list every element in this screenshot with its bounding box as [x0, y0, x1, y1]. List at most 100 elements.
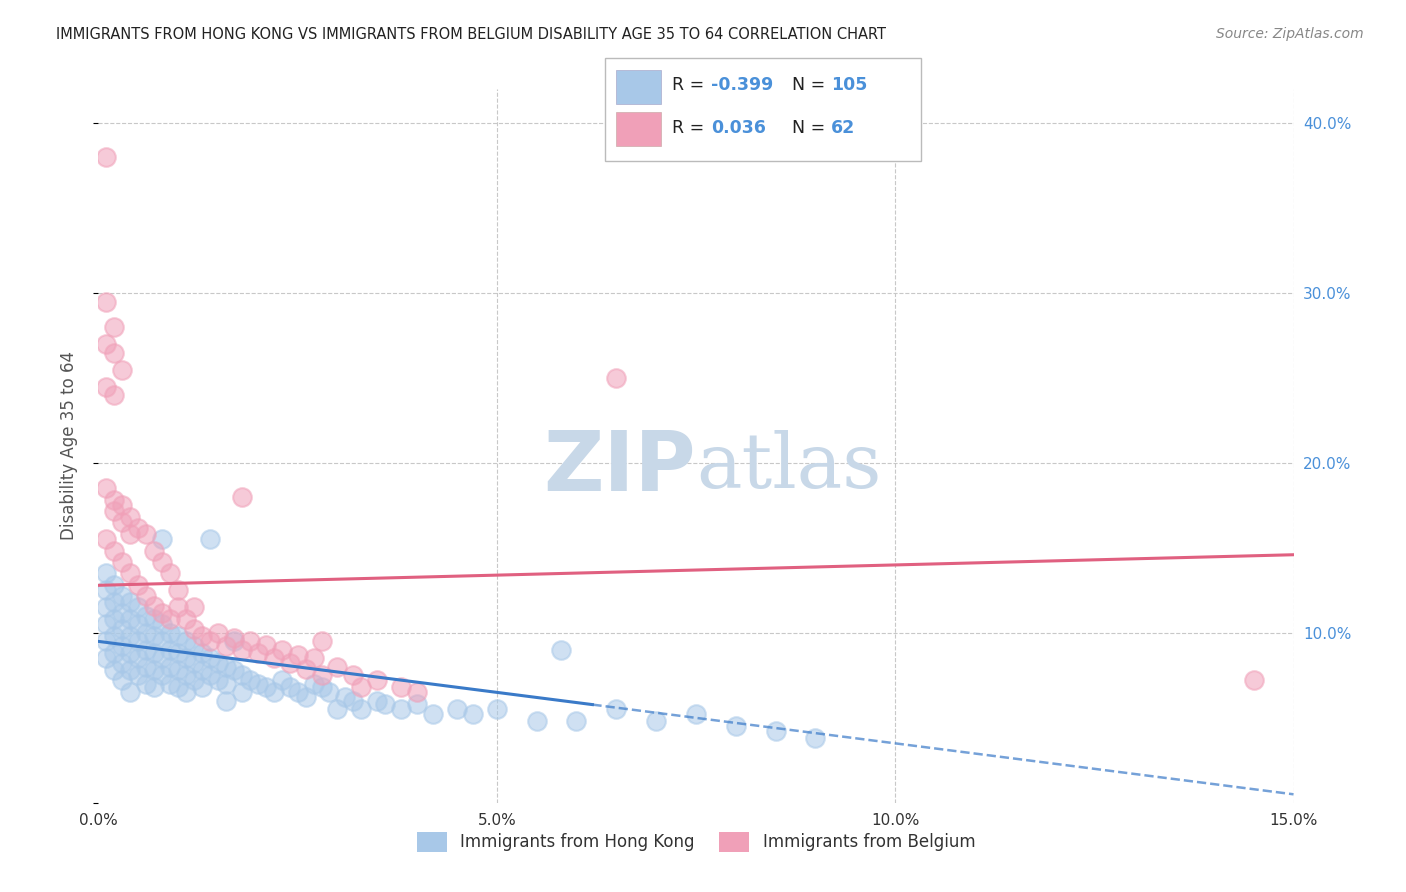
Point	[318, 685, 340, 699]
Point	[96, 566, 118, 581]
Point	[103, 345, 125, 359]
Point	[150, 606, 173, 620]
Point	[103, 595, 125, 609]
Point	[96, 583, 118, 598]
Point	[191, 663, 214, 677]
Point	[1243, 673, 1265, 688]
Point	[191, 646, 214, 660]
Point	[215, 660, 238, 674]
Point	[111, 555, 134, 569]
Point	[389, 680, 412, 694]
Point	[174, 612, 197, 626]
Point	[127, 578, 149, 592]
Point	[254, 680, 277, 694]
Point	[127, 668, 149, 682]
Point	[526, 714, 548, 729]
Point	[287, 648, 309, 662]
Point	[198, 651, 221, 665]
Point	[350, 702, 373, 716]
Point	[239, 673, 262, 688]
Point	[326, 660, 349, 674]
Point	[103, 663, 125, 677]
Point	[150, 651, 173, 665]
Point	[127, 600, 149, 615]
Point	[167, 646, 190, 660]
Text: 105: 105	[831, 76, 868, 94]
Point	[215, 640, 238, 654]
Point	[422, 707, 444, 722]
Point	[167, 583, 190, 598]
Point	[207, 673, 229, 688]
Point	[103, 388, 125, 402]
Point	[96, 651, 118, 665]
Point	[191, 629, 214, 643]
Point	[565, 714, 588, 729]
Point	[159, 643, 181, 657]
Point	[183, 640, 205, 654]
Point	[135, 660, 157, 674]
Point	[294, 690, 316, 705]
Point	[183, 657, 205, 671]
Point	[111, 623, 134, 637]
Point	[685, 707, 707, 722]
Point	[263, 685, 285, 699]
Text: R =: R =	[672, 119, 716, 136]
Point	[167, 600, 190, 615]
Point	[724, 719, 747, 733]
Point	[96, 600, 118, 615]
Point	[127, 520, 149, 534]
Text: Source: ZipAtlas.com: Source: ZipAtlas.com	[1216, 27, 1364, 41]
Point	[342, 668, 364, 682]
Point	[143, 612, 166, 626]
Point	[167, 629, 190, 643]
Point	[335, 690, 357, 705]
Point	[150, 617, 173, 632]
Point	[804, 731, 827, 746]
Point	[366, 694, 388, 708]
Point	[150, 668, 173, 682]
Point	[135, 589, 157, 603]
Point	[96, 294, 118, 309]
Point	[461, 707, 484, 722]
Point	[294, 662, 316, 676]
Point	[263, 651, 285, 665]
Point	[143, 599, 166, 613]
Point	[183, 673, 205, 688]
Point	[231, 490, 253, 504]
Point	[135, 677, 157, 691]
Point	[231, 668, 253, 682]
Point	[120, 527, 142, 541]
Point	[96, 617, 118, 632]
Point	[191, 680, 214, 694]
Point	[120, 663, 142, 677]
Point	[111, 657, 134, 671]
Point	[174, 685, 197, 699]
Point	[302, 677, 325, 691]
Point	[143, 646, 166, 660]
Text: ZIP: ZIP	[544, 427, 696, 508]
Point	[120, 566, 142, 581]
Point	[485, 702, 508, 716]
Point	[207, 626, 229, 640]
Text: R =: R =	[672, 76, 710, 94]
Point	[159, 660, 181, 674]
Point	[167, 680, 190, 694]
Point	[550, 643, 572, 657]
Point	[135, 626, 157, 640]
Point	[143, 663, 166, 677]
Point	[215, 694, 238, 708]
Point	[120, 646, 142, 660]
Point	[254, 638, 277, 652]
Point	[159, 612, 181, 626]
Legend: Immigrants from Hong Kong, Immigrants from Belgium: Immigrants from Hong Kong, Immigrants fr…	[411, 825, 981, 859]
Point	[174, 668, 197, 682]
Point	[239, 634, 262, 648]
Point	[311, 634, 333, 648]
Point	[198, 668, 221, 682]
Point	[406, 685, 429, 699]
Point	[311, 680, 333, 694]
Point	[389, 702, 412, 716]
Point	[96, 150, 118, 164]
Point	[246, 646, 269, 660]
Point	[207, 657, 229, 671]
